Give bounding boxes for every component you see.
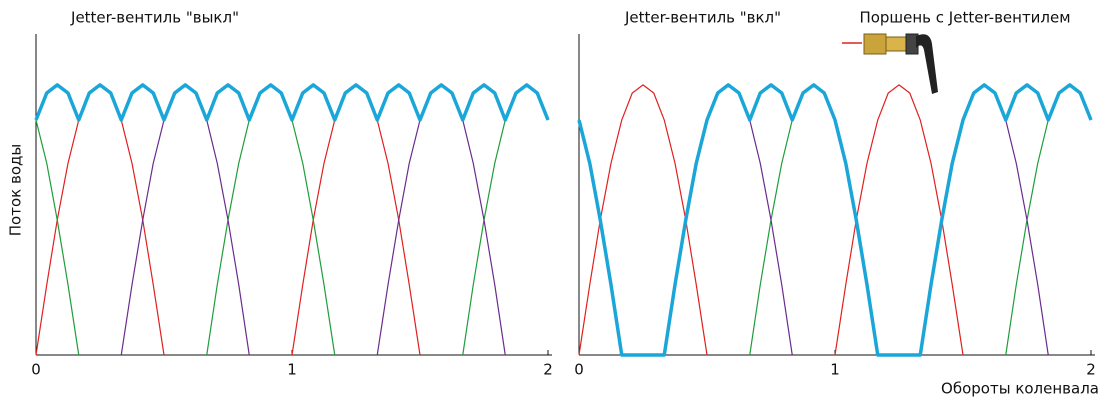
series-line — [35, 84, 549, 356]
x-tick-label: 0 — [574, 361, 584, 379]
x-tick-label: 1 — [830, 361, 840, 379]
chart-title: Jetter-вентиль "вкл" — [624, 9, 781, 27]
x-tick-label: 2 — [1086, 361, 1096, 379]
series-line — [577, 83, 1093, 357]
chart-title: Jetter-вентиль "выкл" — [70, 9, 239, 27]
x-axis-label: Обороты коленвала — [941, 380, 1099, 398]
x-tick-label: 1 — [287, 361, 297, 379]
valve-icon — [842, 33, 938, 94]
x-tick-label: 2 — [543, 361, 553, 379]
series-line — [34, 83, 550, 122]
y-axis-label: Поток воды — [7, 144, 25, 236]
annotation: Поршень с Jetter-вентилем — [859, 9, 1070, 27]
x-tick-label: 0 — [31, 361, 41, 379]
